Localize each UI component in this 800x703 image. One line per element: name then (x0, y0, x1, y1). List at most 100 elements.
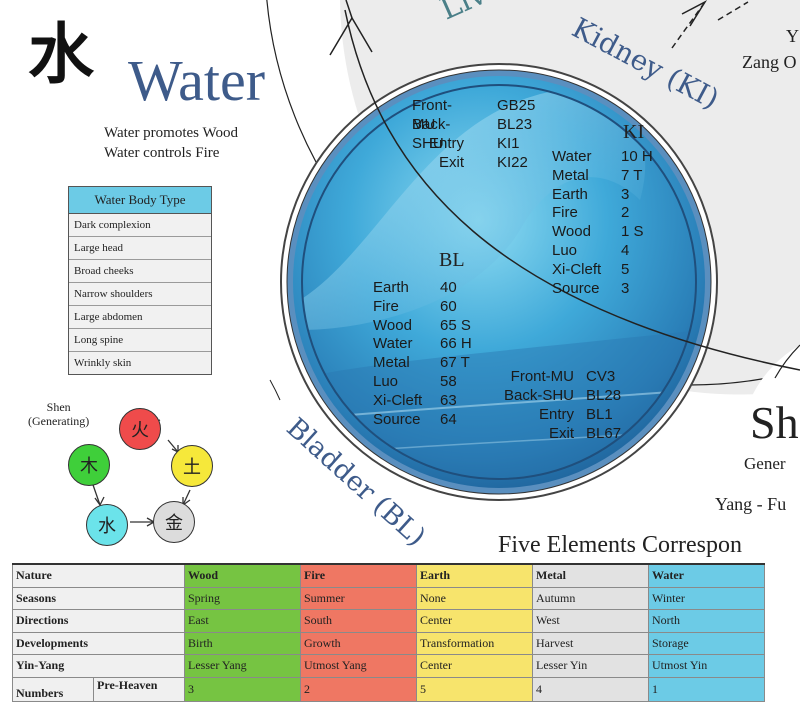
table-cell: Autumn (532, 586, 649, 610)
water-element-icon: 水 (86, 504, 128, 546)
row-label: Developments (12, 631, 185, 655)
body-type-item: Wrinkly skin (69, 352, 211, 374)
shen-label-line1: Shen (46, 400, 71, 414)
point-value: 3 (621, 185, 630, 203)
table-header-cell: Fire (300, 563, 417, 588)
point-value: 4 (621, 241, 630, 259)
body-type-heading: Water Body Type (69, 187, 211, 214)
generating-label: Gener (744, 454, 786, 473)
table-row: Directions East South Center West North (12, 609, 765, 633)
point-value: 63 (440, 391, 457, 409)
point-name: Wood (552, 223, 591, 241)
table-cell: Utmost Yang (300, 654, 417, 678)
table-cell: 1 (648, 676, 765, 702)
table-cell: Harvest (532, 631, 649, 655)
point-name: Earth (552, 185, 588, 203)
right-top-letter: Y (786, 26, 799, 46)
point-value: 10 H (621, 148, 653, 165)
point-name: Water (552, 148, 592, 165)
point-name: Earth (373, 279, 409, 296)
point-name: Xi-Cleft (373, 391, 423, 409)
body-type-item: Large head (69, 237, 211, 260)
table-cell: None (416, 586, 533, 610)
point-name: Entry (538, 406, 574, 423)
table-cell: Center (416, 609, 533, 633)
ki-element-points: Water 10 H Metal 7 T Earth 3 Fire 2 Wood 1 S … (552, 147, 662, 297)
point-value: CV3 (586, 368, 616, 385)
yang-fu-label: Yang - Fu (715, 494, 787, 514)
table-cell: Utmost Yin (648, 654, 765, 678)
point-name: Luo (373, 372, 399, 390)
point-name: Source (373, 410, 421, 428)
table-cell: Birth (184, 631, 301, 655)
point-name: Entry (428, 135, 464, 152)
point-name: Metal (373, 354, 410, 372)
table-header-cell: Wood (184, 563, 301, 588)
table-cell: Spring (184, 586, 301, 610)
row-label: Yin-Yang (12, 654, 185, 678)
metal-element-icon: 金 (153, 501, 195, 543)
point-value: BL67 (586, 425, 622, 442)
zang-label: Zang O (742, 52, 797, 72)
point-value: 60 (440, 297, 457, 315)
point-value: BL1 (586, 406, 613, 423)
point-value: KI22 (497, 154, 528, 171)
table-cell: Lesser Yang (184, 654, 301, 678)
point-value: 3 (621, 279, 630, 297)
point-name: Xi-Cleft (552, 260, 602, 278)
point-name: Front-MU (412, 97, 453, 133)
controls-line: Water controls Fire (104, 145, 220, 161)
point-name: Fire (373, 297, 399, 315)
table-row: Seasons Spring Summer None Autumn Winter (12, 586, 765, 610)
table-row: Numbers Pre-Heaven 3 2 5 4 1 (12, 676, 765, 702)
point-value: 5 (621, 260, 630, 278)
point-value: 67 T (440, 354, 470, 372)
table-cell: Winter (648, 586, 765, 610)
bladder-arc-label: Bladder (BL) (280, 412, 431, 552)
table-row: Developments Birth Growth Transformation… (12, 631, 765, 655)
row-label: Directions (12, 609, 185, 633)
point-name: Metal (552, 166, 589, 184)
point-name: Water (373, 335, 413, 353)
point-value: KI1 (497, 135, 520, 152)
table-cell: West (532, 609, 649, 633)
point-name: Back-SHU (412, 116, 451, 152)
ki-special-points: Front-MU GB25 Back-SHU BL23 Entry KI1 Exit K… (412, 96, 542, 172)
body-type-item: Narrow shoulders (69, 283, 211, 306)
numbers-label-cell: Numbers Pre-Heaven (12, 676, 185, 702)
row-label: Seasons (12, 586, 185, 610)
point-name: Wood (373, 316, 412, 334)
numbers-sub-label: Pre-Heaven (97, 677, 158, 692)
page-title: Water (128, 48, 266, 113)
point-name: Fire (552, 204, 578, 222)
liver-arc-label: Liv (435, 0, 492, 27)
ki-heading: KI (623, 121, 645, 143)
point-name: Back-SHU (503, 387, 574, 404)
point-name: Front-MU (510, 368, 574, 385)
table-header-cell: Water (648, 563, 765, 588)
kidney-arc-label: Kidney (KI) (567, 11, 725, 116)
sheng-title: Sh (750, 397, 799, 448)
bl-heading: BL (439, 249, 465, 271)
point-value: 7 T (621, 166, 643, 184)
table-cell: Center (416, 654, 533, 678)
body-type-item: Long spine (69, 329, 211, 352)
correspondence-title: Five Elements Correspon (498, 532, 742, 558)
table-cell: Lesser Yin (532, 654, 649, 678)
point-value: 1 S (621, 223, 644, 241)
point-value: 58 (440, 372, 457, 390)
earth-element-icon: 土 (171, 445, 213, 487)
table-cell: 2 (300, 676, 417, 702)
correspondence-table: Nature Wood Fire Earth Metal Water Seaso… (12, 563, 765, 702)
point-name: Luo (552, 241, 578, 259)
table-cell: 4 (532, 676, 649, 702)
point-value: 66 H (440, 335, 472, 353)
table-cell: Growth (300, 631, 417, 655)
point-value: BL23 (497, 116, 533, 133)
body-type-item: Broad cheeks (69, 260, 211, 283)
table-cell: North (648, 609, 765, 633)
point-name: Source (552, 279, 600, 297)
point-value: BL28 (586, 387, 622, 404)
